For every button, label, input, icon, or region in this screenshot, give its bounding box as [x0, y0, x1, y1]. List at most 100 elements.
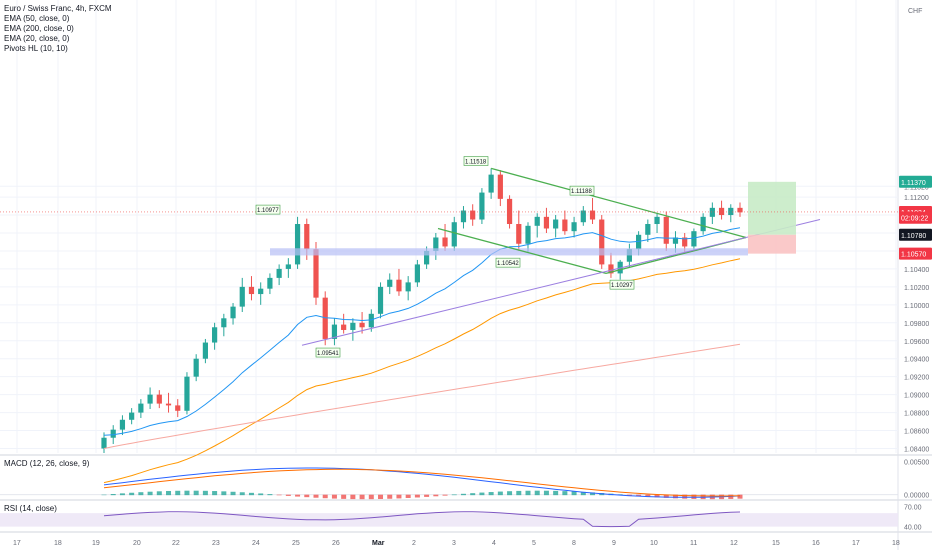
- macd-histogram-bar: [276, 494, 282, 496]
- candle-body: [341, 324, 347, 330]
- x-tick-label: 17: [852, 540, 860, 547]
- candle-body: [368, 313, 374, 328]
- candle-body: [147, 394, 153, 404]
- pivot-box: [609, 279, 635, 290]
- x-tick-label: 8: [572, 540, 576, 547]
- pivot-box: [255, 204, 281, 215]
- macd-histogram-bar: [497, 491, 503, 496]
- chart-title: Euro / Swiss Franc, 4h, FXCM: [4, 4, 112, 13]
- indicator-ema20[interactable]: EMA (20, close, 0): [4, 34, 70, 43]
- macd-y-tick: 0.00500: [904, 459, 929, 466]
- x-tick-label: 24: [252, 540, 260, 547]
- price-tag-label: 1.10570: [901, 252, 926, 259]
- candle-body: [239, 286, 245, 307]
- signal-line: [103, 468, 741, 497]
- candle-body: [672, 237, 679, 244]
- macd-histogram-bar: [424, 494, 430, 497]
- macd-histogram-bar: [202, 490, 208, 496]
- x-tick-label: 3: [452, 540, 456, 547]
- macd-histogram-bar: [405, 494, 411, 498]
- candle-body: [470, 210, 476, 220]
- macd-histogram-bar: [387, 494, 393, 499]
- candle-body: [608, 264, 614, 274]
- macd-histogram-bar: [636, 494, 642, 497]
- candle-body: [654, 216, 660, 225]
- candle-body: [276, 268, 282, 278]
- macd-histogram-bar: [396, 494, 402, 499]
- macd-histogram-bar: [378, 494, 384, 500]
- macd-histogram-bar: [175, 490, 181, 496]
- pivot-label: 1.10977: [257, 208, 279, 214]
- candle-body: [543, 216, 550, 229]
- y-tick-label: 1.09200: [904, 375, 929, 382]
- candle-body: [396, 279, 402, 292]
- macd-histogram-bar: [626, 494, 632, 496]
- rsi-y-tick: 70.00: [904, 504, 922, 511]
- x-tick-label: 18: [54, 540, 62, 547]
- ema-200-line: [103, 343, 741, 449]
- ascending-trendline: [301, 219, 821, 346]
- candle-body: [525, 225, 531, 244]
- macd-histogram-bar: [341, 494, 347, 499]
- candle-body: [156, 394, 162, 404]
- x-tick-label: 23: [212, 540, 220, 547]
- candle-body: [691, 231, 697, 247]
- take-profit-zone: [748, 181, 796, 235]
- macd-histogram-bar: [451, 494, 457, 496]
- macd-histogram-bar: [166, 490, 172, 496]
- x-tick-label: 15: [772, 540, 780, 547]
- macd-histogram-bar: [101, 494, 107, 496]
- y-tick-label: 1.08400: [904, 447, 929, 454]
- y-tick-label: 1.09000: [904, 393, 929, 400]
- macd-histogram-bar: [129, 492, 135, 496]
- macd-histogram-bar: [488, 492, 494, 496]
- x-tick-label: 26: [332, 540, 340, 547]
- macd-line: [103, 467, 741, 498]
- chart-legend: Euro / Swiss Franc, 4h, FXCM EMA (50, cl…: [4, 4, 112, 54]
- candle-body: [313, 249, 319, 298]
- x-tick-label: 5: [532, 540, 536, 547]
- candle-body: [580, 210, 586, 223]
- rsi-legend[interactable]: RSI (14, close): [4, 504, 57, 513]
- macd-histogram-bar: [654, 494, 660, 498]
- candle-body: [101, 437, 107, 449]
- candle-body: [442, 237, 448, 247]
- macd-histogram-bar: [193, 490, 199, 496]
- indicator-ema50[interactable]: EMA (50, close, 0): [4, 14, 70, 23]
- pivot-box: [315, 347, 341, 358]
- x-tick-label: 9: [612, 540, 616, 547]
- candle-body: [285, 264, 291, 269]
- macd-histogram-bar: [350, 494, 356, 500]
- indicator-ema200[interactable]: EMA (200, close, 0): [4, 24, 74, 33]
- candle-body: [433, 237, 439, 251]
- candle-body: [377, 286, 384, 314]
- candle-body: [737, 207, 743, 213]
- macd-histogram-bar: [295, 494, 301, 497]
- macd-histogram-bar: [212, 491, 218, 496]
- candle-body: [212, 327, 218, 343]
- x-tick-label: 22: [172, 540, 180, 547]
- price-tag-label: 02:09:22: [901, 216, 928, 223]
- macd-histogram-bar: [516, 490, 522, 496]
- pivot-box: [495, 257, 521, 268]
- x-tick-label: 10: [650, 540, 658, 547]
- macd-histogram-bar: [368, 494, 374, 500]
- candle-body: [294, 224, 301, 265]
- candle-body: [599, 219, 605, 265]
- candle-body: [506, 198, 513, 225]
- macd-histogram-bar: [553, 490, 559, 496]
- candle-body: [322, 297, 328, 339]
- macd-histogram-bar: [562, 491, 568, 496]
- macd-legend[interactable]: MACD (12, 26, close, 9): [4, 459, 90, 468]
- macd-histogram-bar: [304, 494, 310, 498]
- macd-histogram-bar: [184, 490, 190, 496]
- macd-histogram-bar: [285, 494, 291, 496]
- macd-histogram-bar: [239, 492, 245, 496]
- indicator-pivots[interactable]: Pivots HL (10, 10): [4, 44, 68, 53]
- macd-histogram-bar: [470, 493, 476, 496]
- candle-body: [350, 322, 356, 330]
- candle-body: [110, 429, 116, 438]
- macd-histogram-bar: [119, 493, 125, 496]
